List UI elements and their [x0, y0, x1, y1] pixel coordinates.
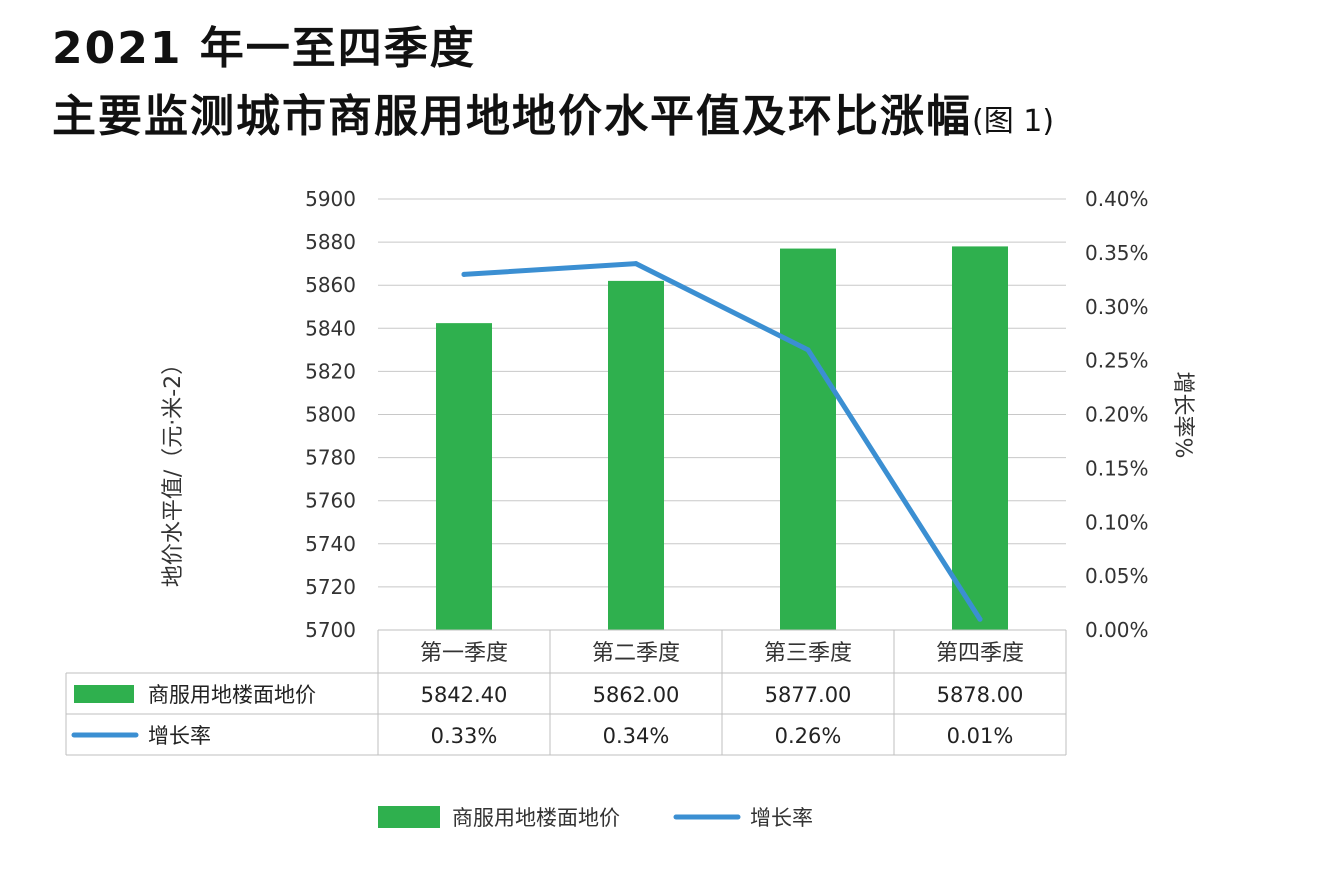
line-point	[805, 347, 811, 353]
table-cell-value: 0.34%	[603, 724, 670, 748]
right-tick-label: 0.35%	[1085, 241, 1149, 265]
chart-title-note: (图 1)	[972, 104, 1055, 139]
category-label: 第四季度	[936, 641, 1024, 666]
bar-legend-label: 商服用地楼面地价	[452, 806, 620, 830]
right-tick-label: 0.10%	[1085, 510, 1149, 534]
left-tick-label: 5820	[305, 359, 356, 383]
left-tick-label: 5900	[305, 187, 356, 211]
left-tick-label: 5720	[305, 575, 356, 599]
table-row-label: 增长率	[148, 724, 211, 748]
growth-rate-line	[461, 261, 983, 622]
right-tick-label: 0.20%	[1085, 403, 1149, 427]
table-cell-value: 0.33%	[431, 724, 498, 748]
table-cell-value: 5877.00	[765, 683, 852, 707]
line-point	[461, 271, 467, 277]
right-tick-label: 0.05%	[1085, 564, 1149, 588]
right-axis-ticks: 0.00% 0.05% 0.10% 0.15% 0.20% 0.25% 0.30% 0.35%…	[1085, 187, 1149, 642]
right-tick-label: 0.25%	[1085, 349, 1149, 373]
right-tick-label: 0.15%	[1085, 456, 1149, 480]
line-series	[461, 261, 983, 622]
left-tick-label: 5800	[305, 403, 356, 427]
left-tick-label: 5780	[305, 446, 356, 470]
category-label: 第一季度	[420, 641, 508, 666]
table-cell-value: 0.01%	[947, 724, 1014, 748]
chart-title-line2: 主要监测城市商服用地地价水平值及环比涨幅(图 1)	[52, 80, 1054, 144]
right-tick-label: 0.00%	[1085, 618, 1149, 642]
chart-title-main: 主要监测城市商服用地地价水平值及环比涨幅	[52, 91, 972, 142]
table-cell-value: 5862.00	[593, 683, 680, 707]
bar-series	[436, 246, 1008, 630]
left-axis-title: 地价水平值/（元·米-2）	[161, 353, 186, 587]
gridlines	[378, 198, 1066, 631]
table-cell-value: 0.26%	[775, 724, 842, 748]
line-legend-label: 增长率	[750, 806, 813, 830]
left-tick-label: 5740	[305, 532, 356, 556]
left-tick-label: 5700	[305, 618, 356, 642]
right-axis-title: 增长率%	[1170, 372, 1195, 459]
left-tick-label: 5760	[305, 489, 356, 513]
bar	[780, 248, 836, 630]
left-tick-label: 5860	[305, 273, 356, 297]
bar-legend-key	[74, 685, 134, 703]
table-cell-value: 5842.40	[421, 683, 508, 707]
line-point	[977, 616, 983, 622]
line-point	[633, 261, 639, 267]
category-label: 第三季度	[764, 641, 852, 666]
table-cell-value: 5878.00	[937, 683, 1024, 707]
bar	[608, 280, 664, 630]
category-label: 第二季度	[592, 641, 680, 666]
left-axis-ticks: 5700 5720 5740 5760 5780 5800 5820 5840 5860 5880…	[305, 187, 356, 642]
bar	[436, 323, 492, 630]
right-tick-label: 0.40%	[1085, 187, 1149, 211]
left-tick-label: 5840	[305, 316, 356, 340]
bar-legend-swatch	[378, 806, 440, 828]
chart-title-line1: 2021 年一至四季度	[52, 23, 476, 74]
right-tick-label: 0.30%	[1085, 295, 1149, 319]
legend: 商服用地楼面地价 增长率	[378, 806, 813, 830]
left-tick-label: 5880	[305, 230, 356, 254]
bar	[952, 246, 1008, 630]
table-row-label: 商服用地楼面地价	[148, 683, 316, 707]
